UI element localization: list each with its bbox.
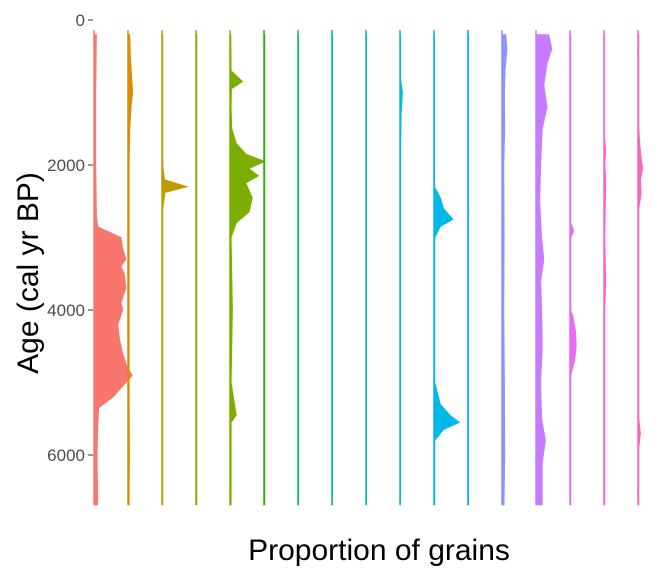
- y-tick-label: 4000: [47, 301, 85, 320]
- taxon-area: [603, 34, 607, 506]
- taxon-panel: [365, 30, 367, 506]
- taxon-panel: [467, 30, 469, 506]
- x-axis-title: Proportion of grains: [248, 534, 510, 567]
- taxon-panel: [637, 30, 644, 506]
- taxon-area: [501, 34, 508, 506]
- taxon-area: [331, 34, 333, 506]
- taxon-area: [569, 34, 577, 506]
- y-tick-label: 6000: [47, 446, 85, 465]
- taxon-panel: [569, 30, 577, 506]
- taxon-panel: [195, 30, 198, 506]
- taxon-panel: [535, 30, 553, 506]
- taxon-area: [127, 34, 134, 506]
- taxon-area: [637, 34, 644, 506]
- taxon-area: [297, 34, 299, 506]
- taxon-panel: [399, 30, 403, 506]
- taxon-area: [161, 34, 189, 506]
- taxon-area: [365, 34, 367, 506]
- taxa-panels: [93, 30, 644, 506]
- taxon-panel: [603, 30, 607, 506]
- taxon-panel: [297, 30, 299, 506]
- taxon-panel: [433, 30, 461, 506]
- taxon-panel: [229, 30, 266, 506]
- taxon-panel: [331, 30, 333, 506]
- taxon-area: [535, 34, 553, 506]
- taxon-panel: [263, 30, 266, 506]
- taxon-panel: [501, 30, 508, 506]
- y-tick-label: 2000: [47, 156, 85, 175]
- y-axis: 0 2000 4000 6000: [47, 11, 93, 465]
- taxon-area: [229, 34, 266, 506]
- taxon-area: [467, 34, 469, 506]
- taxon-area: [93, 34, 133, 506]
- taxon-area: [399, 34, 403, 506]
- taxon-panel: [161, 30, 189, 506]
- taxon-panel: [127, 30, 134, 506]
- y-axis-title: Age (cal yr BP): [12, 172, 45, 374]
- y-tick-label: 0: [76, 11, 85, 30]
- taxon-panel: [93, 30, 133, 506]
- taxon-area: [263, 34, 266, 506]
- taxon-area: [433, 34, 461, 506]
- taxon-area: [195, 34, 198, 506]
